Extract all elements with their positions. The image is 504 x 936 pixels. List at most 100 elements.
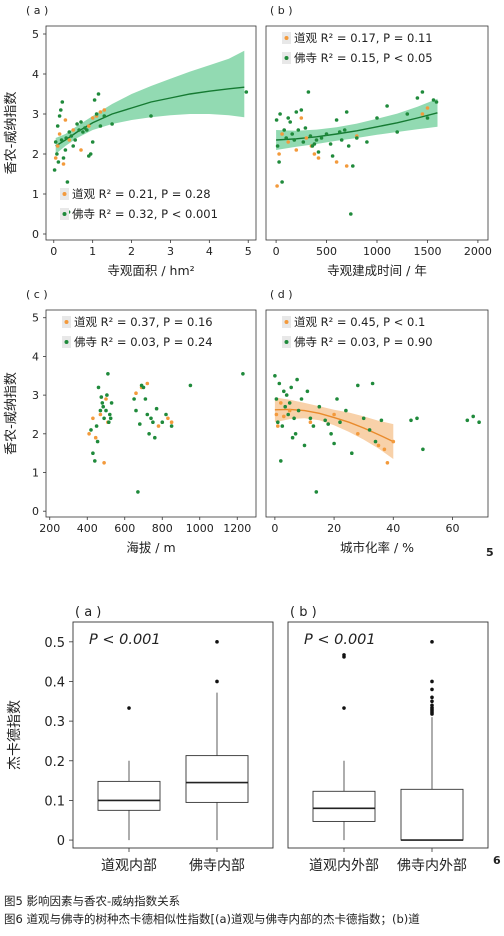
data-point-buddhist: [101, 404, 105, 409]
data-point-buddhist: [73, 138, 77, 142]
data-point-buddhist: [319, 136, 324, 140]
data-point-buddhist: [280, 424, 285, 428]
y-tick-label: 0: [57, 834, 65, 849]
data-point-taoist: [55, 144, 60, 148]
data-point-buddhist: [102, 416, 106, 421]
data-point-taoist: [385, 461, 390, 465]
x-tick-label: 40: [386, 522, 400, 535]
data-point-buddhist: [274, 118, 279, 122]
data-point-buddhist: [356, 383, 360, 388]
data-point-buddhist: [312, 142, 317, 146]
data-point-buddhist: [303, 126, 308, 130]
scatter-panel-3: ( d ) 0 20 40 60 城市化率 / % 道观 R² = 0.45, P < 0.…: [265, 288, 489, 555]
y-tick-label: 0.4: [44, 675, 65, 690]
data-point-taoist: [425, 106, 430, 110]
data-point-buddhist: [71, 144, 75, 148]
data-point-taoist: [299, 116, 304, 120]
data-point-buddhist: [169, 424, 174, 428]
data-point-buddhist: [75, 122, 79, 126]
data-point-taoist: [275, 184, 279, 188]
data-point-buddhist: [351, 164, 355, 168]
data-point-buddhist: [292, 138, 297, 142]
data-point-buddhist: [99, 395, 104, 399]
data-point-buddhist: [284, 136, 289, 140]
y-tick-label: 5: [32, 312, 39, 325]
x-tick-label: 0: [271, 522, 278, 535]
data-point-taoist: [67, 138, 72, 142]
data-point-buddhist: [63, 148, 68, 152]
data-point-taoist: [104, 397, 108, 401]
legend-key: [284, 340, 289, 344]
data-point-buddhist: [379, 418, 384, 423]
data-point-buddhist: [355, 136, 359, 140]
data-point-buddhist: [64, 136, 68, 140]
data-point-taoist: [57, 132, 62, 136]
x-tick-label: 1: [89, 245, 96, 258]
data-point-buddhist: [328, 142, 333, 146]
data-point-buddhist: [109, 401, 114, 405]
data-point-buddhist: [349, 212, 353, 216]
data-point-taoist: [334, 160, 339, 164]
data-point-buddhist: [335, 397, 339, 401]
data-point-taoist: [312, 152, 317, 156]
y-tick-label: 0: [32, 228, 39, 241]
legend-key: [64, 340, 69, 344]
data-point-buddhist: [106, 372, 110, 376]
confidence-band: [274, 397, 394, 459]
data-point-buddhist: [361, 416, 366, 421]
legend-key: [62, 212, 67, 216]
data-point-buddhist: [275, 144, 280, 148]
y-tick-label: 3: [32, 389, 39, 402]
outlier-point: [215, 679, 219, 684]
plot-frame: [45, 309, 257, 518]
data-point-buddhist: [365, 140, 369, 144]
outlier-point: [430, 679, 434, 684]
legend-label: 佛寺 R² = 0.15, P < 0.05: [294, 51, 433, 65]
x-tick-label: 0: [50, 245, 57, 258]
y-axis-label: 香农-威纳指数: [4, 372, 19, 455]
data-point-taoist: [280, 132, 284, 136]
data-point-buddhist: [405, 112, 410, 116]
data-point-buddhist: [149, 114, 153, 118]
data-point-buddhist: [339, 138, 344, 142]
data-point-buddhist: [311, 424, 316, 428]
data-point-buddhist: [98, 408, 103, 413]
data-point-buddhist: [282, 389, 286, 394]
data-point-buddhist: [420, 90, 425, 94]
data-point-buddhist: [316, 150, 321, 154]
data-point-buddhist: [290, 435, 295, 440]
panel-label: ( c ): [26, 288, 48, 301]
data-point-buddhist: [276, 420, 280, 425]
data-point-buddhist: [108, 412, 112, 417]
x-tick-label: 0: [273, 245, 280, 258]
data-point-buddhist: [93, 459, 97, 463]
data-point-buddhist: [138, 422, 142, 426]
x-tick-label: 1000: [363, 245, 391, 258]
data-point-taoist: [134, 391, 138, 396]
data-point-buddhist: [317, 404, 322, 409]
data-point-taoist: [79, 148, 83, 152]
data-point-taoist: [91, 416, 95, 421]
data-point-buddhist: [153, 435, 157, 440]
data-point-buddhist: [52, 168, 57, 172]
data-point-buddhist: [149, 416, 153, 421]
outlier-point: [430, 695, 434, 700]
box-iqr: [185, 755, 249, 803]
data-point-taoist: [145, 381, 150, 386]
data-point-buddhist: [277, 381, 282, 386]
data-point-buddhist: [77, 128, 81, 132]
data-point-buddhist: [326, 422, 331, 426]
data-point-buddhist: [409, 418, 413, 423]
data-point-buddhist: [367, 428, 372, 432]
data-point-buddhist: [344, 408, 348, 413]
y-tick-label: 4: [32, 68, 39, 81]
data-point-buddhist: [96, 385, 101, 390]
data-point-buddhist: [274, 397, 279, 401]
data-point-buddhist: [415, 96, 420, 100]
data-point-buddhist: [61, 156, 66, 160]
data-point-buddhist: [79, 120, 83, 124]
box-iqr: [97, 780, 161, 811]
outlier-point: [430, 640, 434, 644]
